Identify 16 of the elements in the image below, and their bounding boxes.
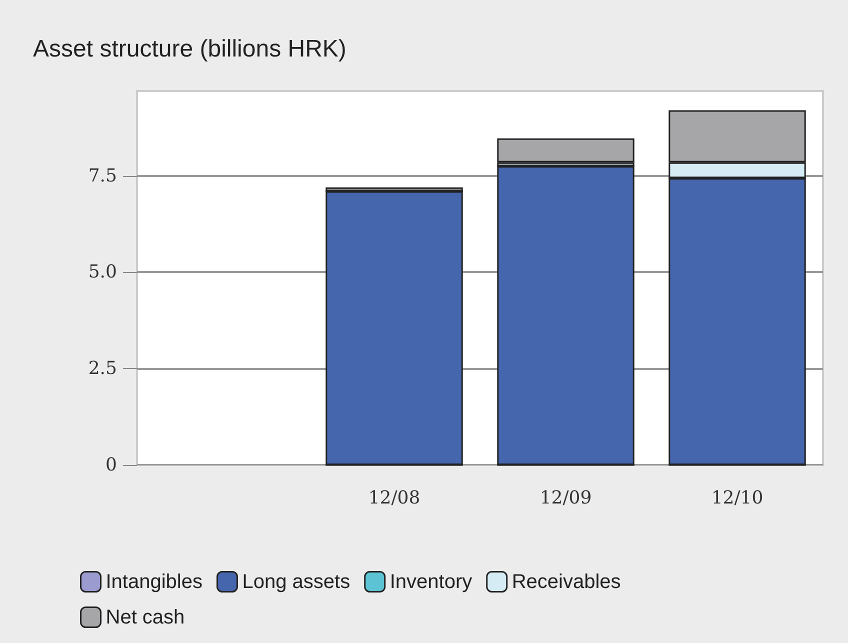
bar — [497, 138, 634, 162]
x-tick-label: 12/08 — [368, 488, 420, 508]
legend-label: Long assets — [242, 570, 350, 593]
bar — [326, 191, 463, 465]
legend-label: Receivables — [512, 570, 621, 593]
legend-label: Inventory — [390, 570, 472, 593]
x-tick-label: 12/09 — [540, 488, 592, 508]
bar — [497, 166, 634, 465]
y-tick-label: 2.5 — [88, 358, 117, 380]
legend-label: Intangibles — [106, 570, 202, 593]
y-tick-label: 0 — [106, 454, 117, 476]
x-tick-label: 12/10 — [711, 488, 764, 508]
y-tick-label: 7.5 — [88, 165, 117, 186]
y-tick-label: 5.0 — [88, 262, 117, 283]
legend-label: Net cash — [106, 606, 185, 628]
chart-title: Asset structure (billions HRK) — [33, 36, 346, 62]
